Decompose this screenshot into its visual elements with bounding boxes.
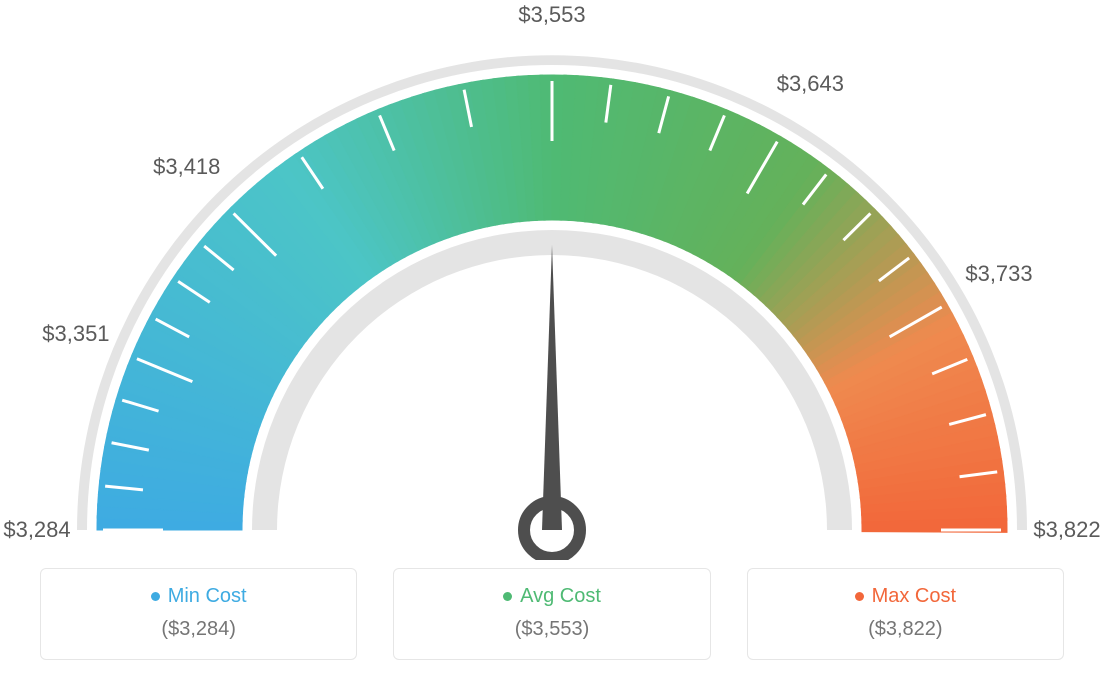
legend-title-min: Min Cost	[151, 585, 247, 608]
legend-title-avg: Avg Cost	[503, 585, 601, 608]
gauge-scale-label: $3,822	[1033, 517, 1100, 543]
gauge-scale-label: $3,284	[3, 517, 70, 543]
gauge-svg	[0, 0, 1104, 560]
legend-card-max: Max Cost ($3,822)	[747, 568, 1064, 660]
gauge-scale-label: $3,418	[153, 154, 220, 180]
legend-label: Max Cost	[872, 585, 956, 608]
gauge-scale-label: $3,553	[518, 2, 585, 28]
legend-card-avg: Avg Cost ($3,553)	[393, 568, 710, 660]
legend-title-max: Max Cost	[855, 585, 956, 608]
cost-gauge-widget: $3,284 $3,351 $3,418 $3,553 $3,643 $3,733 $3,8…	[0, 0, 1104, 690]
legend-value-avg: ($3,553)	[404, 618, 699, 641]
legend-row: Min Cost ($3,284) Avg Cost ($3,553) Max …	[0, 568, 1104, 660]
gauge-scale-label: $3,733	[965, 261, 1032, 287]
legend-value-min: ($3,284)	[51, 618, 346, 641]
gauge-chart: $3,284 $3,351 $3,418 $3,553 $3,643 $3,733 $3,8…	[0, 0, 1104, 560]
legend-label: Min Cost	[168, 585, 247, 608]
gauge-scale-label: $3,643	[777, 71, 844, 97]
legend-card-min: Min Cost ($3,284)	[40, 568, 357, 660]
dot-icon	[151, 592, 160, 601]
dot-icon	[855, 592, 864, 601]
dot-icon	[503, 592, 512, 601]
gauge-scale-label: $3,351	[42, 321, 109, 347]
legend-label: Avg Cost	[520, 585, 601, 608]
legend-value-max: ($3,822)	[758, 618, 1053, 641]
